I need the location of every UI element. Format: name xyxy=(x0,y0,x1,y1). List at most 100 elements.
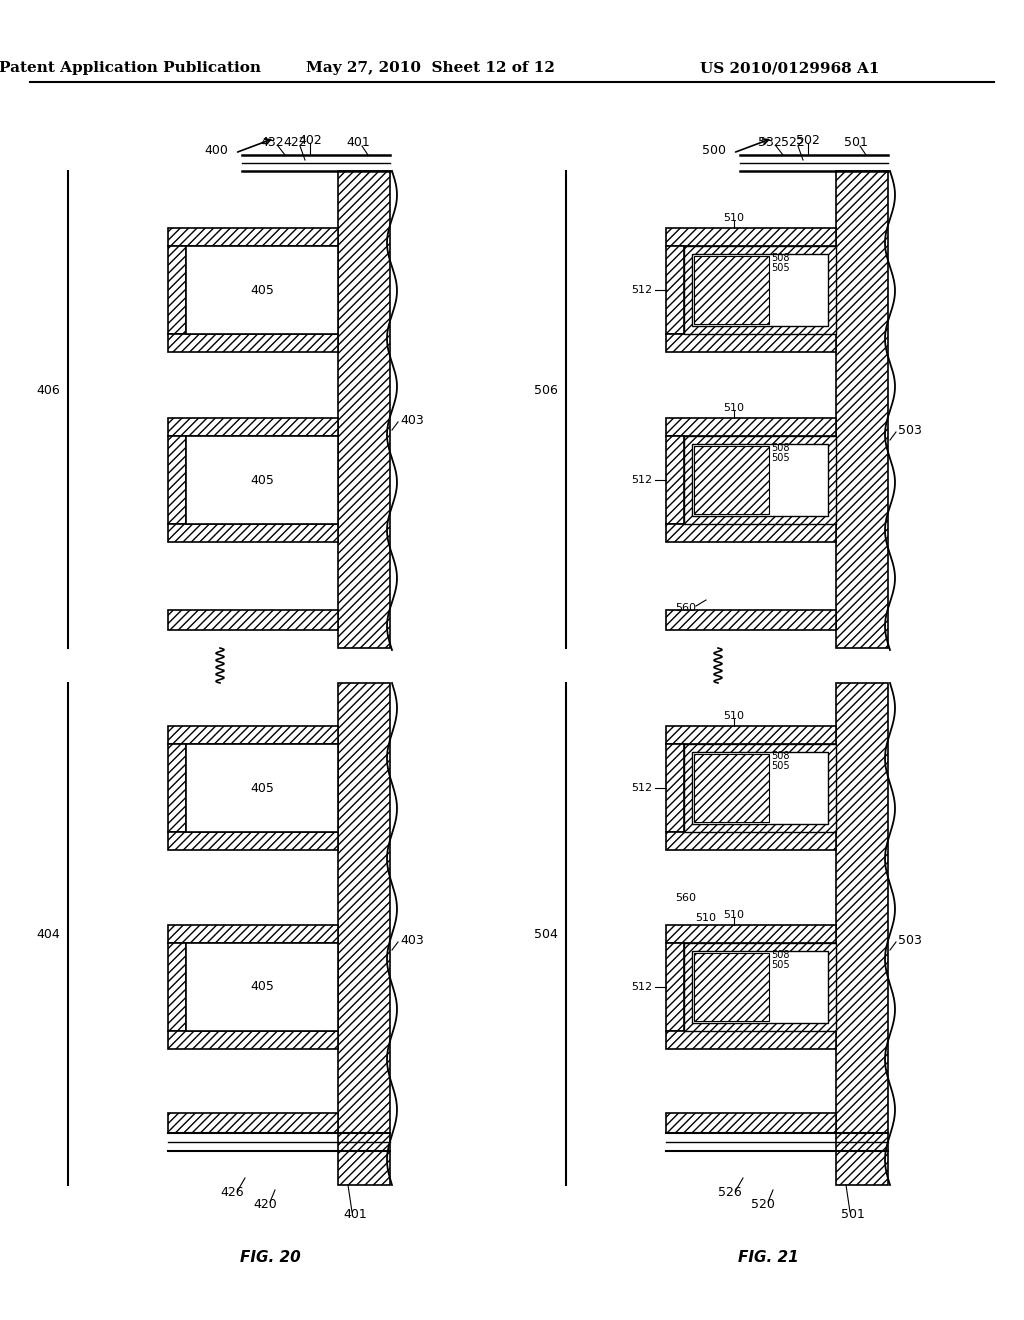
Bar xyxy=(666,1113,836,1133)
Bar xyxy=(168,524,338,543)
Text: 422: 422 xyxy=(284,136,307,149)
Bar xyxy=(694,754,769,822)
Text: 506: 506 xyxy=(535,384,558,396)
Bar xyxy=(692,253,828,326)
Text: 405: 405 xyxy=(250,474,274,487)
Bar xyxy=(666,726,836,744)
Text: 402: 402 xyxy=(298,133,322,147)
Text: 510: 510 xyxy=(724,403,744,413)
Text: 510: 510 xyxy=(724,213,744,223)
Text: Patent Application Publication: Patent Application Publication xyxy=(0,61,261,75)
Bar xyxy=(694,446,769,513)
Bar xyxy=(168,228,338,246)
Text: 526: 526 xyxy=(718,1187,741,1200)
Bar xyxy=(666,610,836,630)
Text: FIG. 21: FIG. 21 xyxy=(737,1250,799,1266)
Text: 500: 500 xyxy=(702,144,726,157)
Bar xyxy=(168,1031,338,1049)
Text: 510: 510 xyxy=(724,909,744,920)
Bar xyxy=(186,246,338,334)
Bar xyxy=(694,953,769,1020)
Text: 401: 401 xyxy=(343,1209,367,1221)
Bar xyxy=(186,942,338,1031)
Text: 501: 501 xyxy=(841,1209,865,1221)
Bar xyxy=(666,925,836,942)
Text: 512: 512 xyxy=(631,982,652,993)
Bar xyxy=(692,752,828,824)
Text: 404: 404 xyxy=(36,928,60,941)
Bar xyxy=(168,610,338,630)
Text: FIG. 20: FIG. 20 xyxy=(240,1250,300,1266)
Text: 432: 432 xyxy=(260,136,284,149)
Text: 503: 503 xyxy=(898,933,922,946)
Bar xyxy=(168,942,186,1031)
Text: 508: 508 xyxy=(771,751,790,762)
Text: 512: 512 xyxy=(631,285,652,294)
Bar xyxy=(168,246,186,334)
Text: 401: 401 xyxy=(346,136,370,149)
Text: 510: 510 xyxy=(695,913,717,923)
Bar xyxy=(692,950,828,1023)
Bar xyxy=(168,925,338,942)
Text: 520: 520 xyxy=(751,1199,775,1212)
Text: May 27, 2010  Sheet 12 of 12: May 27, 2010 Sheet 12 of 12 xyxy=(305,61,554,75)
Bar xyxy=(168,334,338,352)
Bar xyxy=(684,246,836,334)
Bar xyxy=(338,172,390,648)
Bar xyxy=(836,682,888,1185)
Text: 560: 560 xyxy=(676,894,696,903)
Text: 420: 420 xyxy=(253,1199,276,1212)
Text: 508: 508 xyxy=(771,253,790,263)
Bar xyxy=(666,418,836,436)
Text: 508: 508 xyxy=(771,444,790,453)
Bar xyxy=(836,172,888,648)
Text: 405: 405 xyxy=(250,981,274,994)
Text: 505: 505 xyxy=(771,453,790,463)
Text: 403: 403 xyxy=(400,933,424,946)
Text: 405: 405 xyxy=(250,284,274,297)
Bar xyxy=(666,334,836,352)
Text: 512: 512 xyxy=(631,783,652,793)
Bar xyxy=(168,832,338,850)
Text: 403: 403 xyxy=(400,413,424,426)
Bar xyxy=(684,436,836,524)
Text: 522: 522 xyxy=(781,136,805,149)
Bar xyxy=(168,1113,338,1133)
Bar xyxy=(338,682,390,1185)
Text: 502: 502 xyxy=(796,133,820,147)
Bar xyxy=(684,744,836,832)
Text: 400: 400 xyxy=(204,144,228,157)
Bar xyxy=(666,942,684,1031)
Text: 405: 405 xyxy=(250,781,274,795)
Bar xyxy=(186,744,338,832)
Text: 503: 503 xyxy=(898,424,922,437)
Bar xyxy=(168,436,186,524)
Text: 505: 505 xyxy=(771,960,790,970)
Text: 532: 532 xyxy=(758,136,782,149)
Text: 508: 508 xyxy=(771,950,790,960)
Bar xyxy=(684,942,836,1031)
Text: 560: 560 xyxy=(676,603,696,612)
Bar xyxy=(168,418,338,436)
Text: 505: 505 xyxy=(771,762,790,771)
Bar xyxy=(666,524,836,543)
Text: 505: 505 xyxy=(771,263,790,273)
Bar xyxy=(666,246,684,334)
Bar xyxy=(666,228,836,246)
Bar xyxy=(666,744,684,832)
Bar xyxy=(694,256,769,323)
Text: 510: 510 xyxy=(724,711,744,721)
Bar xyxy=(168,744,186,832)
Text: 512: 512 xyxy=(631,475,652,484)
Text: 501: 501 xyxy=(844,136,868,149)
Bar xyxy=(666,1031,836,1049)
Bar xyxy=(666,832,836,850)
Text: 406: 406 xyxy=(36,384,60,396)
Text: 426: 426 xyxy=(220,1187,244,1200)
Bar xyxy=(692,444,828,516)
Text: 504: 504 xyxy=(535,928,558,941)
Bar xyxy=(186,436,338,524)
Bar xyxy=(666,436,684,524)
Text: US 2010/0129968 A1: US 2010/0129968 A1 xyxy=(700,61,880,75)
Bar xyxy=(168,726,338,744)
